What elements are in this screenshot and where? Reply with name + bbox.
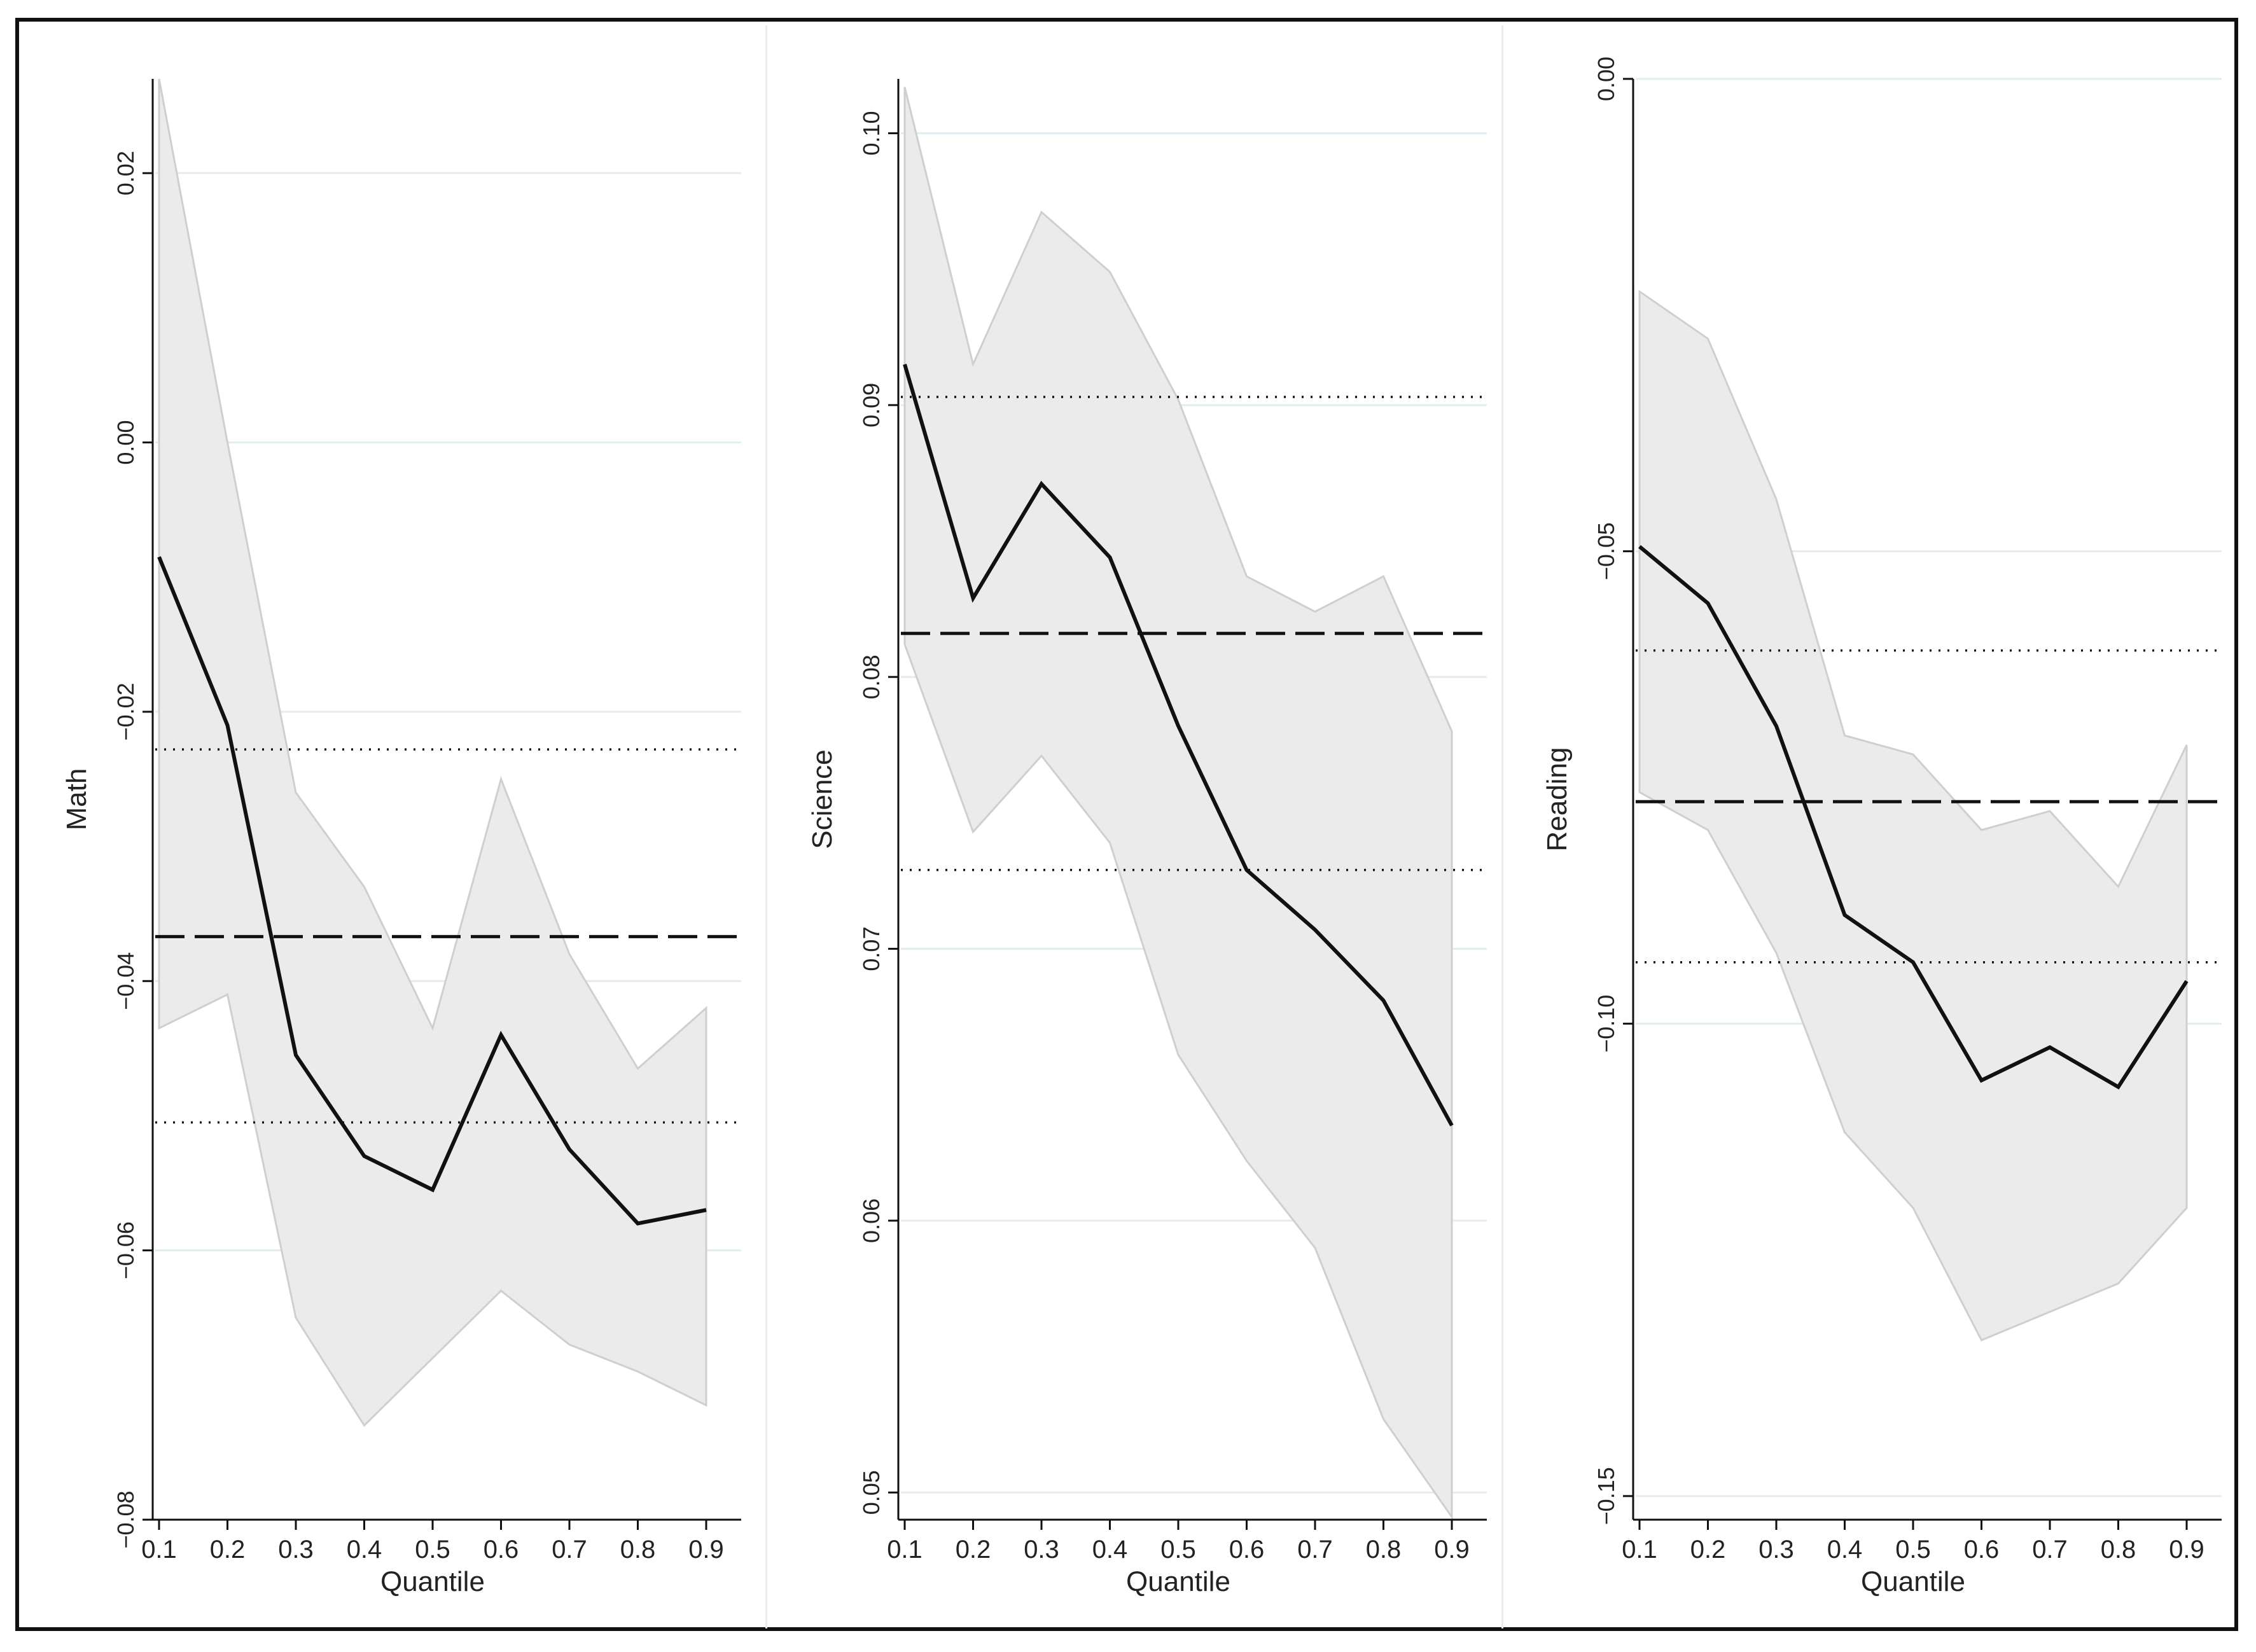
x-tick-label: 0.2	[956, 1536, 991, 1564]
x-tick-label: 0.3	[278, 1536, 314, 1564]
y-tick-label: 0.06	[858, 1198, 884, 1243]
y-tick-label: −0.02	[113, 683, 139, 740]
quantile-estimate-line	[1638, 545, 2189, 1090]
x-tick-label: 0.1	[1622, 1536, 1657, 1564]
reading-chart: −0.15 −0.10 −0.05 0.00 0.1 0.2 0.3 0.4 0.5 0.6 0.7…	[1542, 57, 2222, 1597]
x-axis-title: Quantile	[1861, 1566, 1965, 1597]
x-axis-title: Quantile	[380, 1566, 485, 1597]
y-axis-title: Science	[807, 749, 838, 849]
science-chart: 0.05 0.06 0.07 0.08 0.09 0.10 0.1 0.2 0.3 0.4 0.5 0…	[807, 79, 1487, 1597]
y-axis-title: Math	[61, 768, 92, 831]
x-tick-label: 0.2	[1690, 1536, 1726, 1564]
x-axis-title: Quantile	[1126, 1566, 1230, 1597]
x-tick-label: 0.5	[1160, 1536, 1196, 1564]
quantile-estimate-line	[903, 363, 1454, 1127]
figure-frame: −0.08 −0.06 −0.04 −0.02 0.00 0.02 0.1 0.2 0.3 0.4…	[15, 18, 2238, 1631]
x-tick-label: 0.7	[552, 1536, 587, 1564]
y-tick-label: 0.09	[858, 383, 884, 427]
y-tick-label: 0.07	[858, 927, 884, 971]
y-tick-label: −0.06	[113, 1221, 139, 1279]
x-tick-label: 0.8	[2101, 1536, 2136, 1564]
x-tick-label: 0.3	[1758, 1536, 1794, 1564]
x-tick-label: 0.8	[1366, 1536, 1402, 1564]
x-tick-label: 0.6	[1964, 1536, 2000, 1564]
x-tick-label: 0.7	[1297, 1536, 1333, 1564]
science-panel: 0.05 0.06 0.07 0.08 0.09 0.10 0.1 0.2 0.3 0.4 0.5 0…	[771, 47, 1509, 1635]
x-tick-label: 0.4	[347, 1536, 382, 1564]
x-tick-label: 0.6	[484, 1536, 519, 1564]
y-tick-label: 0.00	[1593, 57, 1619, 101]
confidence-band	[1638, 289, 2188, 1342]
math-chart: −0.08 −0.06 −0.04 −0.02 0.00 0.02 0.1 0.2 0.3 0.4…	[61, 78, 741, 1597]
y-tick-label: −0.04	[113, 952, 139, 1010]
x-tick-label: 0.1	[141, 1536, 177, 1564]
x-tick-label: 0.7	[2032, 1536, 2068, 1564]
x-tick-label: 0.1	[887, 1536, 923, 1564]
confidence-band	[903, 87, 1453, 1520]
x-tick-label: 0.9	[688, 1536, 724, 1564]
y-tick-label: 0.10	[858, 111, 884, 155]
y-tick-label: −0.15	[1593, 1467, 1619, 1525]
x-tick-label: 0.3	[1024, 1536, 1059, 1564]
y-tick-label: 0.08	[858, 655, 884, 699]
confidence-band	[158, 78, 707, 1427]
quantile-estimate-line	[157, 556, 707, 1226]
y-tick-label: 0.02	[113, 151, 139, 195]
x-tick-label: 0.6	[1229, 1536, 1265, 1564]
panel-divider	[1501, 25, 1503, 1628]
x-tick-label: 0.4	[1092, 1536, 1128, 1564]
x-tick-label: 0.4	[1827, 1536, 1863, 1564]
y-tick-label: −0.08	[113, 1490, 139, 1548]
y-tick-label: −0.10	[1593, 995, 1619, 1053]
x-tick-label: 0.9	[1434, 1536, 1470, 1564]
reading-panel: −0.15 −0.10 −0.05 0.00 0.1 0.2 0.3 0.4 0.5 0.6 0.7…	[1506, 47, 2244, 1635]
x-tick-label: 0.2	[210, 1536, 246, 1564]
y-tick-label: 0.05	[858, 1470, 884, 1515]
x-tick-label: 0.5	[415, 1536, 450, 1564]
x-tick-label: 0.5	[1895, 1536, 1931, 1564]
y-tick-label: 0.00	[113, 420, 139, 465]
math-panel: −0.08 −0.06 −0.04 −0.02 0.00 0.02 0.1 0.2 0.3 0.4…	[25, 47, 763, 1635]
panel-divider	[765, 25, 767, 1628]
y-tick-label: −0.05	[1593, 522, 1619, 580]
y-axis-title: Reading	[1542, 747, 1573, 852]
x-tick-label: 0.9	[2169, 1536, 2204, 1564]
x-tick-label: 0.8	[620, 1536, 656, 1564]
